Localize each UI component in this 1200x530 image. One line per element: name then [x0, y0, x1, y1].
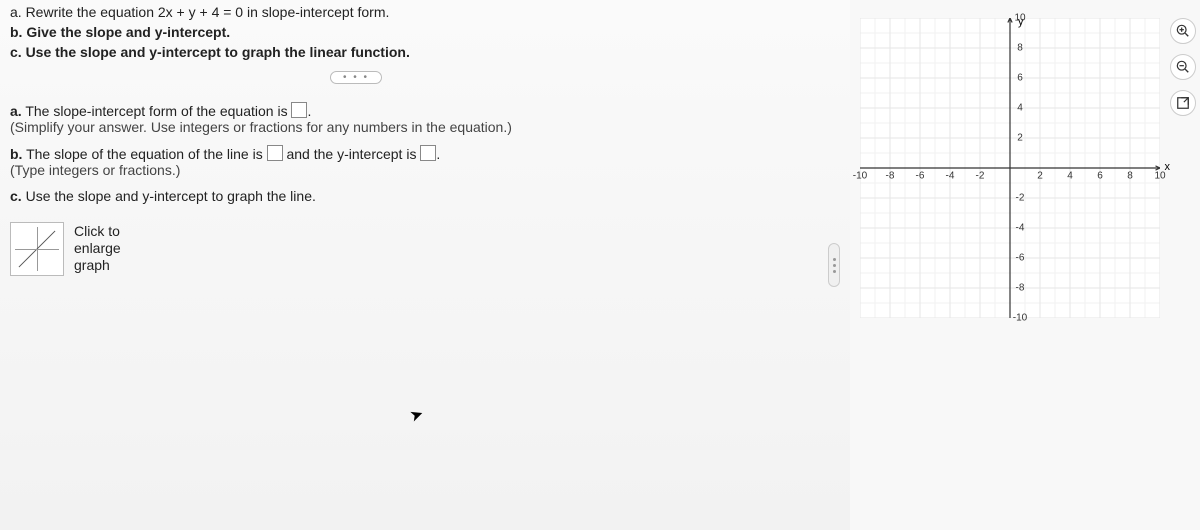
x-tick-label: -4 [946, 171, 955, 182]
answer-b-prefix: b. [10, 146, 22, 162]
y-tick-label: 10 [1014, 13, 1025, 24]
answer-c-prefix: c. [10, 188, 22, 204]
graph-toolbar [1168, 18, 1198, 116]
y-tick-label: -8 [1016, 283, 1025, 294]
thumb-line3: graph [74, 257, 121, 274]
graph-thumbnail-row: Click to enlarge graph [10, 222, 840, 276]
x-tick-label: 4 [1067, 171, 1073, 182]
coordinate-graph[interactable]: y x -10-8-6-4-2246810108642-2-4-6-8-10 [860, 18, 1160, 318]
problem-a: a. Rewrite the equation 2x + y + 4 = 0 i… [10, 3, 840, 22]
answer-b: b. The slope of the equation of the line… [10, 145, 840, 178]
problem-b: b. Give the slope and y-intercept. [10, 23, 840, 42]
answer-b-text1: The slope of the equation of the line is [22, 146, 266, 162]
x-tick-label: 8 [1127, 171, 1133, 182]
zoom-in-icon[interactable] [1170, 18, 1196, 44]
problem-c: c. Use the slope and y-intercept to grap… [10, 43, 840, 62]
answer-a-prefix: a. [10, 103, 22, 119]
y-tick-label: -2 [1016, 193, 1025, 204]
x-tick-label: 2 [1037, 171, 1043, 182]
answer-a: a. The slope-intercept form of the equat… [10, 102, 840, 135]
x-tick-label: -2 [976, 171, 985, 182]
graph-thumbnail-label: Click to enlarge graph [74, 223, 121, 273]
expand-pill[interactable]: • • • [330, 71, 382, 84]
x-tick-label: -10 [853, 171, 867, 182]
y-tick-label: 6 [1017, 73, 1023, 84]
answer-b-hint: (Type integers or fractions.) [10, 162, 840, 178]
y-tick-label: 8 [1017, 43, 1023, 54]
answer-a-text2: . [307, 103, 311, 119]
thumb-line1: Click to [74, 223, 121, 240]
answer-b-text3: . [436, 146, 440, 162]
answer-c-text: Use the slope and y-intercept to graph t… [22, 188, 316, 204]
x-tick-label: 6 [1097, 171, 1103, 182]
answer-a-input[interactable] [291, 102, 307, 118]
y-tick-label: -6 [1016, 253, 1025, 264]
y-tick-label: 4 [1017, 103, 1023, 114]
answer-c: c. Use the slope and y-intercept to grap… [10, 188, 840, 204]
y-tick-label: -4 [1016, 223, 1025, 234]
x-tick-label: -6 [916, 171, 925, 182]
question-panel: a. Rewrite the equation 2x + y + 4 = 0 i… [0, 0, 850, 530]
thumb-line2: enlarge [74, 240, 121, 257]
answer-a-hint: (Simplify your answer. Use integers or f… [10, 119, 840, 135]
graph-thumbnail[interactable] [10, 222, 64, 276]
x-tick-label: -8 [886, 171, 895, 182]
answer-a-text1: The slope-intercept form of the equation… [22, 103, 292, 119]
answer-b-text2: and the y-intercept is [283, 146, 421, 162]
answer-b-input-slope[interactable] [267, 145, 283, 161]
graph-panel: y x -10-8-6-4-2246810108642-2-4-6-8-10 [850, 0, 1200, 530]
y-tick-label: -10 [1013, 313, 1027, 324]
answer-b-input-intercept[interactable] [420, 145, 436, 161]
y-tick-label: 2 [1017, 133, 1023, 144]
fullscreen-icon[interactable] [1170, 90, 1196, 116]
zoom-out-icon[interactable] [1170, 54, 1196, 80]
x-tick-label: 10 [1154, 171, 1165, 182]
panel-resize-handle[interactable] [828, 243, 840, 287]
